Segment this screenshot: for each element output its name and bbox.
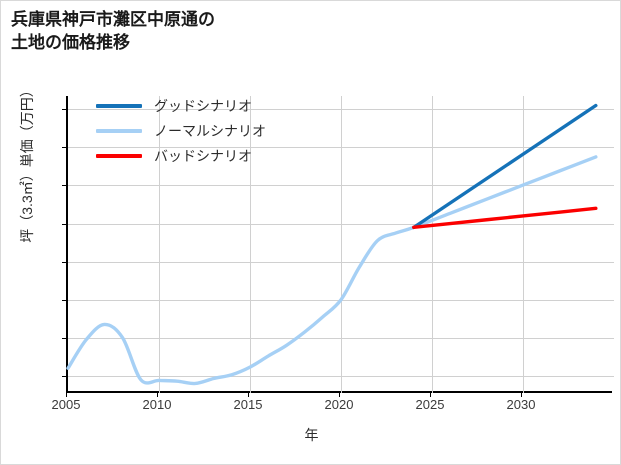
gridline-vertical: [159, 96, 160, 393]
legend-item-label: バッドシナリオ: [154, 147, 252, 164]
x-axis-tick-label: 2020: [324, 397, 354, 412]
series-lines: [66, 103, 598, 386]
y-axis-tick-mark: [62, 109, 66, 111]
x-axis-tick-mark: [339, 393, 340, 397]
y-axis-tick-mark: [62, 185, 66, 187]
y-axis-tick-mark: [62, 261, 66, 263]
x-axis-tick-label: 2015: [233, 397, 263, 412]
page-title: 兵庫県神戸市灘区中原通の 土地の価格推移: [11, 10, 215, 52]
legend-color-swatch: [96, 153, 142, 158]
legend-item[interactable]: グッドシナリオ: [96, 93, 326, 118]
y-axis-tick-mark: [62, 223, 66, 225]
legend-item[interactable]: ノーマルシナリオ: [96, 118, 326, 143]
y-axis-tick-mark: [62, 337, 66, 339]
x-axis-tick-mark: [248, 393, 249, 397]
y-axis-tick-mark: [62, 299, 66, 301]
gridline-vertical: [432, 96, 433, 393]
x-axis-tick-mark: [157, 393, 158, 397]
legend-item-label: グッドシナリオ: [154, 97, 252, 114]
x-axis-tick-label: 2025: [415, 397, 445, 412]
legend-color-swatch: [96, 128, 142, 133]
x-axis-tick-label: 2005: [51, 397, 81, 412]
x-axis-title: 年: [304, 427, 319, 443]
y-axis-tick-mark: [62, 147, 66, 149]
x-axis-tick-label: 2030: [506, 397, 536, 412]
x-axis-tick-label: 2010: [142, 397, 172, 412]
series-line: [412, 206, 598, 230]
legend-item[interactable]: バッドシナリオ: [96, 143, 326, 168]
x-axis-tick-mark: [430, 393, 431, 397]
y-axis-tick-mark: [62, 375, 66, 377]
legend: グッドシナリオ ノーマルシナリオ バッドシナリオ: [96, 93, 326, 168]
series-line: [66, 155, 598, 386]
legend-color-swatch: [96, 103, 142, 108]
x-axis-tick-mark: [521, 393, 522, 397]
legend-item-label: ノーマルシナリオ: [154, 122, 266, 139]
gridline-vertical: [523, 96, 524, 393]
x-axis-tick-mark: [66, 393, 67, 397]
gridline-vertical: [341, 96, 342, 393]
series-line: [412, 103, 598, 230]
y-axis-title: 坪（3.3㎡）単価（万円）: [19, 83, 35, 243]
plot-area: [66, 96, 614, 393]
gridline-vertical: [250, 96, 251, 393]
